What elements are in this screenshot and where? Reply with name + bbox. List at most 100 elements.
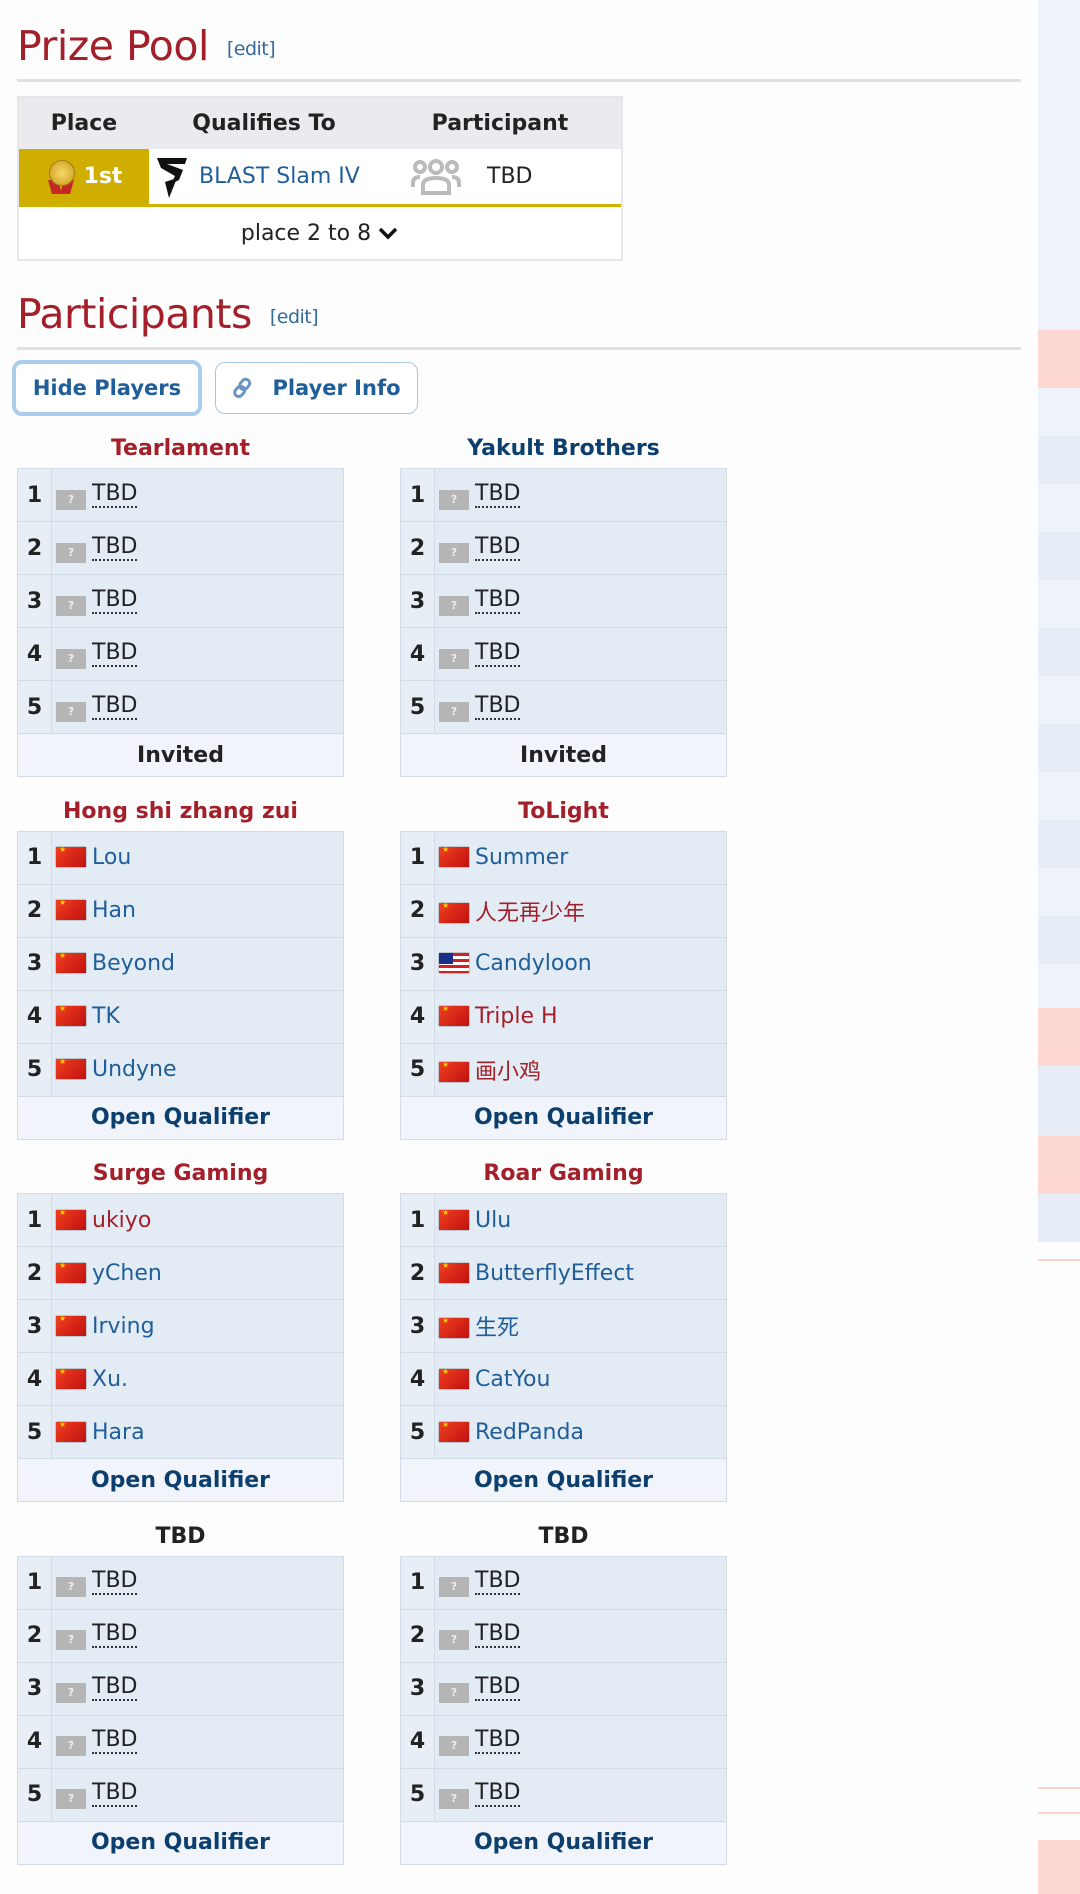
sidebar-strip	[1038, 1136, 1080, 1194]
player-name-link[interactable]: TBD	[92, 480, 138, 508]
player-name-link[interactable]: 画小鸡	[475, 1059, 542, 1085]
china-flag-icon	[56, 845, 86, 867]
player-info-button[interactable]: Player Info	[215, 362, 418, 414]
player-cell: ButterflyEffect	[434, 1246, 727, 1300]
team-name-link[interactable]: Tearlament	[110, 436, 251, 461]
team-name-link[interactable]: TBD	[538, 1523, 589, 1549]
roster-row: 2 Han	[17, 883, 344, 938]
roster-row: 2? TBD	[17, 1608, 344, 1663]
player-name-link[interactable]: TBD	[92, 1621, 138, 1648]
participants-edit-link[interactable]: [edit]	[269, 306, 319, 328]
player-name-link[interactable]: Lou	[92, 845, 132, 870]
player-name-link[interactable]: Undyne	[92, 1057, 177, 1082]
player-cell: Xu.	[51, 1352, 344, 1406]
team-name-link[interactable]: TBD	[155, 1523, 206, 1549]
prize-row-1st: 1st BLAST Slam IV TBD	[19, 149, 621, 207]
roster-table: 1? TBD 2? TBD 3? TBD 4? TBD 5? TBD Open Qualifier	[17, 1555, 344, 1865]
player-name-link[interactable]: Summer	[475, 845, 569, 870]
player-name-link[interactable]: TBD	[92, 639, 138, 667]
roster-row: 4 TK	[17, 989, 344, 1044]
participant-cell: TBD	[379, 158, 621, 195]
player-name-link[interactable]: ButterflyEffect	[475, 1260, 635, 1286]
player-cell: ? TBD	[434, 1661, 727, 1716]
roster-row: 4 Xu.	[17, 1352, 344, 1406]
player-name-link[interactable]: TBD	[92, 1780, 138, 1807]
roster-table: 1 ukiyo 2 yChen 3 Irving 4 Xu. 5 Hara Open Qualifi…	[17, 1193, 344, 1502]
team-card: Yakult Brothers 1? TBD 2? TBD 3? TBD 4? TBD 5? TBD…	[400, 430, 727, 777]
prize-pool-edit-link[interactable]: [edit]	[226, 38, 276, 60]
player-name-link[interactable]: TBD	[92, 1568, 138, 1595]
player-number: 3	[400, 1661, 435, 1716]
player-name-link[interactable]: ukiyo	[92, 1207, 152, 1233]
unknown-flag-icon: ?	[56, 1630, 86, 1650]
china-flag-icon	[439, 901, 469, 923]
player-name-link[interactable]: TBD	[475, 639, 521, 667]
player-name-link[interactable]: Irving	[92, 1313, 155, 1339]
player-cell: ? TBD	[434, 1608, 727, 1663]
player-name-link[interactable]: Hara	[92, 1419, 145, 1445]
player-name-link[interactable]: Xu.	[92, 1366, 129, 1392]
player-cell: ? TBD	[434, 680, 727, 734]
player-name-link[interactable]: TBD	[475, 1621, 521, 1648]
team-name-link[interactable]: Surge Gaming	[92, 1161, 269, 1186]
player-name-link[interactable]: Triple H	[475, 1004, 558, 1029]
china-flag-icon	[56, 1004, 86, 1026]
player-cell: ? TBD	[434, 1714, 727, 1769]
player-number: 3	[17, 574, 52, 628]
roster-row: 1 Lou	[17, 830, 344, 885]
player-name-link[interactable]: TBD	[92, 1674, 138, 1701]
player-name-link[interactable]: TBD	[92, 533, 138, 561]
player-name-link[interactable]: TBD	[475, 1568, 521, 1595]
roster-row: 3? TBD	[17, 1661, 344, 1716]
blast-slam-logo-icon	[157, 157, 187, 198]
team-name-link[interactable]: Hong shi zhang zui	[63, 798, 298, 824]
player-name-link[interactable]: TBD	[475, 1780, 521, 1807]
roster-row: 2? TBD	[17, 521, 344, 575]
sidebar-strip	[1038, 0, 1080, 330]
roster-row: 1 Summer	[400, 830, 727, 885]
player-name-link[interactable]: TBD	[92, 586, 138, 614]
unknown-flag-icon: ?	[56, 542, 86, 563]
sidebar-strip	[1038, 1066, 1080, 1136]
team-card: Surge Gaming 1 ukiyo 2 yChen 3 Irving 4 Xu. 5 Hara…	[17, 1155, 344, 1502]
team-name-link[interactable]: Roar Gaming	[483, 1161, 644, 1186]
player-name-link[interactable]: Ulu	[475, 1207, 512, 1233]
player-name-link[interactable]: TBD	[92, 692, 138, 720]
player-name-link[interactable]: TBD	[475, 480, 521, 508]
hide-players-button[interactable]: Hide Players	[12, 360, 202, 416]
player-number: 5	[17, 1767, 52, 1822]
sidebar-strip	[1038, 1194, 1080, 1242]
player-name-link[interactable]: Candyloon	[475, 951, 592, 976]
player-number: 4	[17, 989, 52, 1044]
player-name-link[interactable]: TBD	[475, 586, 521, 614]
player-number: 2	[400, 1246, 435, 1300]
roster-row: 4? TBD	[400, 1714, 727, 1769]
player-name-link[interactable]: TBD	[92, 1727, 138, 1754]
qualification-method: Open Qualifier	[17, 1095, 344, 1140]
player-name-link[interactable]: TBD	[475, 1674, 521, 1701]
team-name-link[interactable]: ToLight	[518, 798, 609, 824]
player-name-link[interactable]: TBD	[475, 1727, 521, 1754]
player-cell: Han	[51, 883, 344, 938]
player-name-link[interactable]: TBD	[475, 692, 521, 720]
qualification-method: Open Qualifier	[400, 1095, 727, 1140]
player-name-link[interactable]: CatYou	[475, 1366, 551, 1392]
player-name-link[interactable]: TBD	[475, 533, 521, 561]
roster-table: 1? TBD 2? TBD 3? TBD 4? TBD 5? TBD Invited	[17, 468, 344, 777]
sidebar-strip	[1038, 1008, 1080, 1066]
player-name-link[interactable]: Beyond	[92, 951, 176, 976]
divider	[17, 347, 1021, 350]
player-name-link[interactable]: 生死	[475, 1316, 520, 1341]
player-name-link[interactable]: Han	[92, 898, 136, 923]
expand-places-toggle[interactable]: place 2 to 8	[19, 207, 621, 259]
roster-row: 3? TBD	[17, 574, 344, 628]
player-name-link[interactable]: yChen	[92, 1260, 162, 1286]
player-name-link[interactable]: 人无再少年	[475, 900, 586, 926]
roster-row: 2 人无再少年	[400, 883, 727, 938]
player-name-link[interactable]: RedPanda	[475, 1419, 584, 1445]
player-name-link[interactable]: TK	[92, 1004, 120, 1029]
qualifies-link[interactable]: BLAST Slam IV	[199, 164, 360, 189]
team-name-link[interactable]: Yakult Brothers	[467, 436, 660, 461]
qualification-method: Open Qualifier	[400, 1820, 727, 1865]
player-number: 3	[17, 1299, 52, 1353]
